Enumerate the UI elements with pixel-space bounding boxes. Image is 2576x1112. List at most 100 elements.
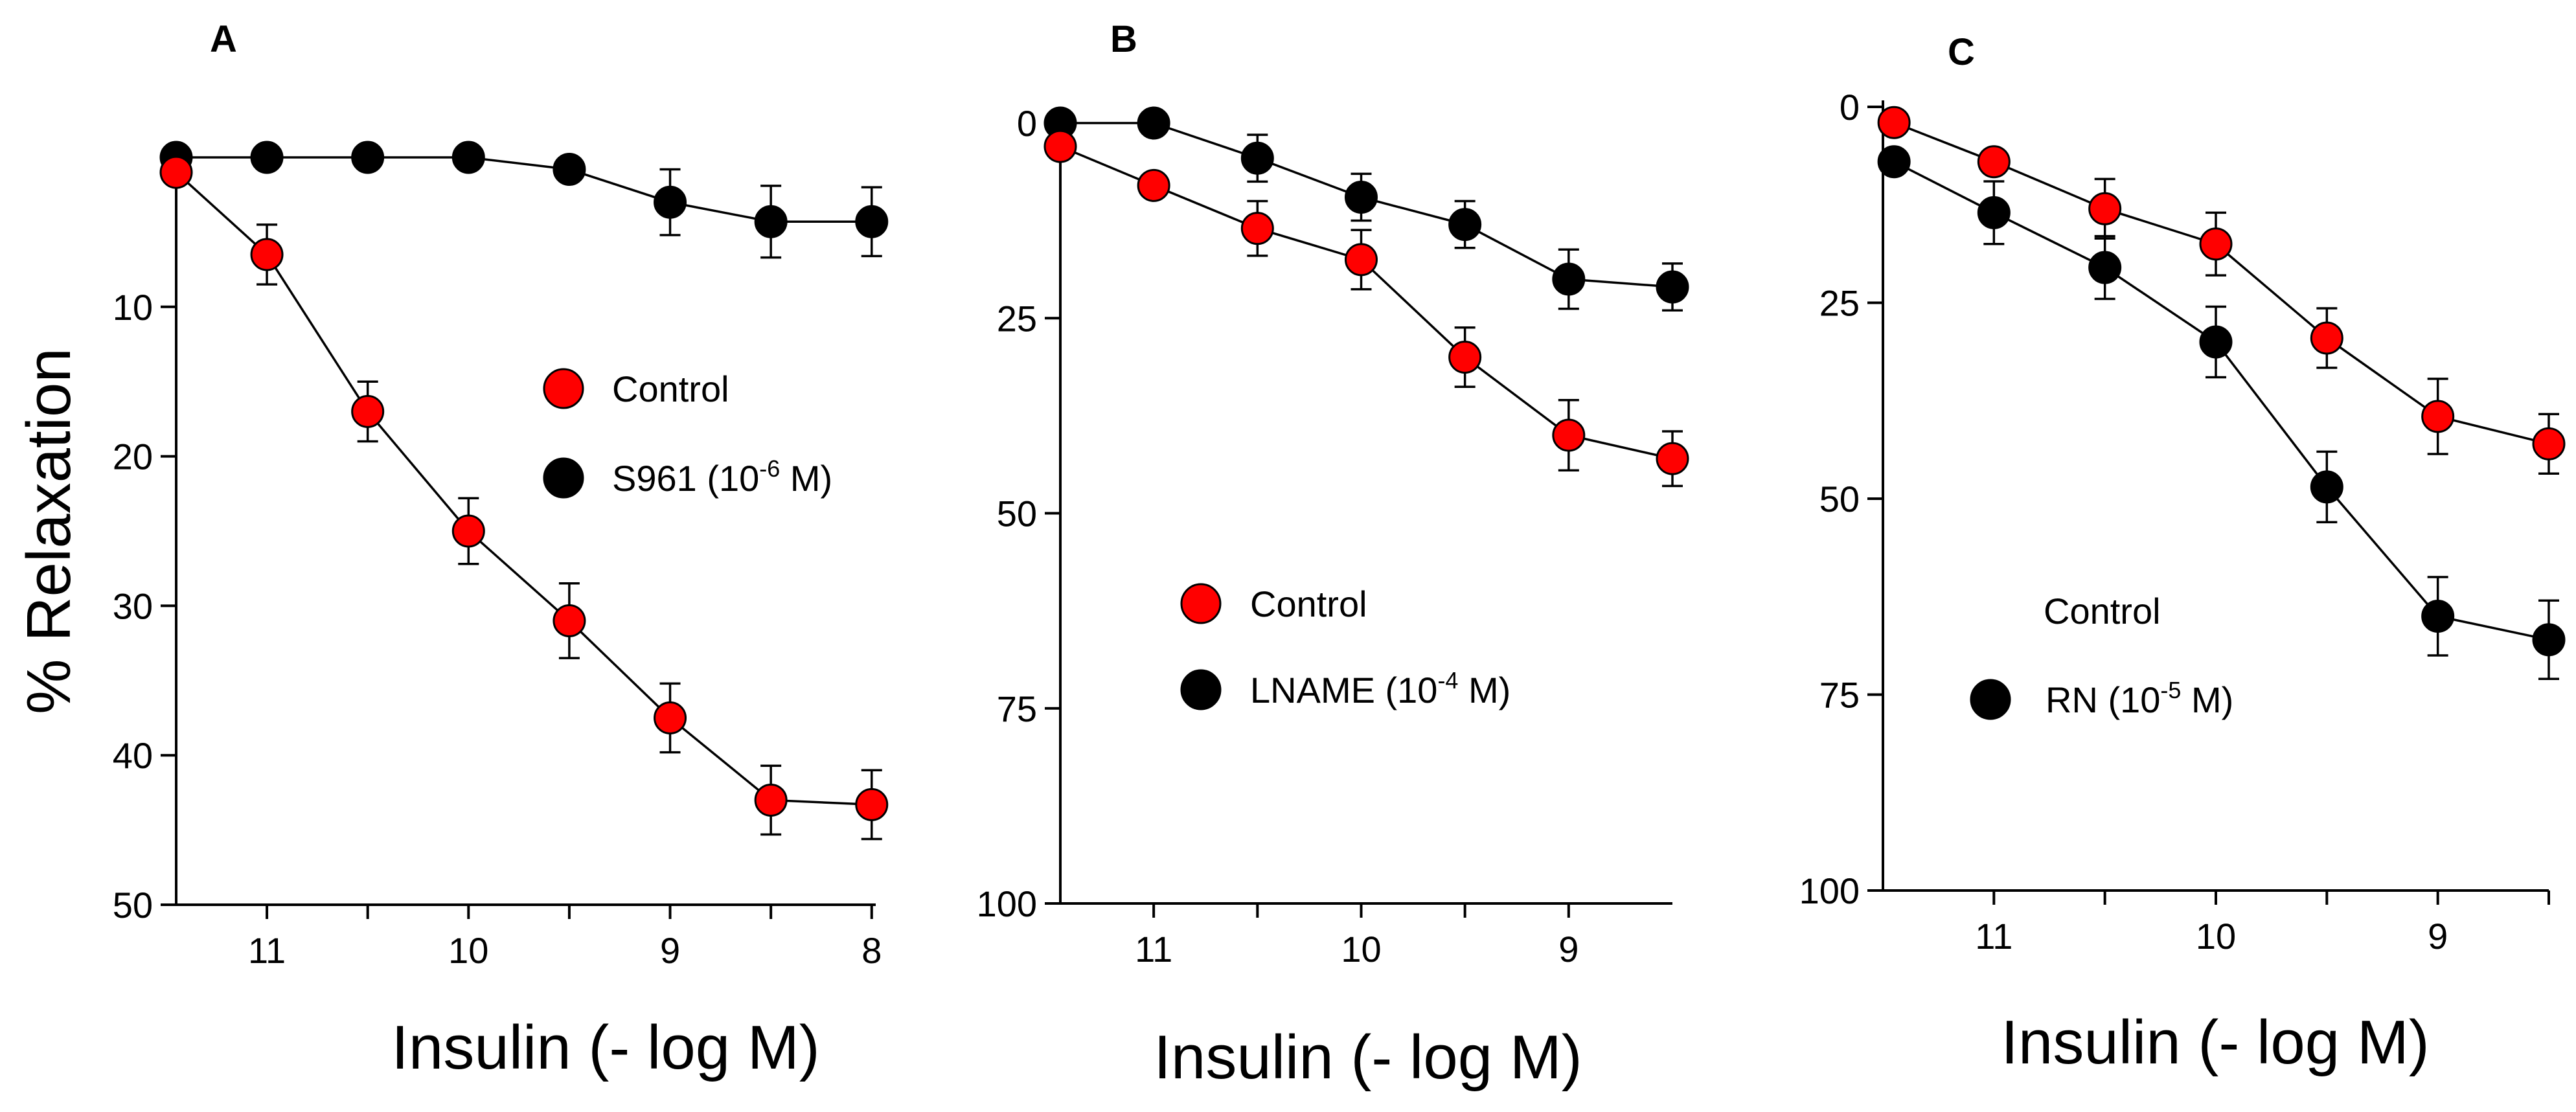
x-axis-label: Insulin (- log M) (391, 1013, 820, 1082)
data-point (553, 604, 586, 637)
panel-letter: C (1948, 31, 1975, 73)
data-point (1448, 208, 1482, 242)
x-tick-label: 10 (448, 930, 488, 971)
x-tick-label: 11 (1135, 929, 1172, 970)
data-point (2310, 470, 2343, 504)
data-point (654, 701, 687, 734)
data-point (1043, 130, 1077, 163)
data-point (1344, 243, 1378, 277)
legend-label: S961 (10-6 M) (612, 455, 832, 499)
data-point (553, 152, 586, 186)
y-tick-label: 20 (113, 437, 153, 477)
legend-label: Control (612, 369, 729, 409)
data-point (754, 783, 788, 817)
series-line (176, 156, 872, 223)
data-point (855, 788, 889, 821)
series-rn (1877, 145, 2566, 681)
legend: Control RN (10-5 M) (1970, 591, 2233, 720)
data-point (159, 155, 193, 189)
data-point (2532, 427, 2566, 460)
legend-marker (543, 368, 584, 409)
x-axis-label: Insulin (- log M) (1154, 1023, 1582, 1092)
data-point (1448, 341, 1482, 374)
data-point (2199, 227, 2233, 261)
x-tick-label: 8 (861, 930, 882, 971)
data-point (2088, 251, 2122, 284)
y-tick-label: 100 (1799, 870, 1860, 911)
y-tick-label: 10 (113, 287, 153, 328)
data-point (1977, 145, 2011, 179)
data-point (1656, 442, 1689, 475)
data-point (1656, 270, 1689, 304)
legend-label: Control (2044, 591, 2161, 631)
x-axis-label: Insulin (- log M) (2001, 1008, 2430, 1077)
data-point (2532, 623, 2566, 657)
data-point (754, 205, 788, 238)
data-point (2088, 192, 2122, 225)
panel-c: C 0 25 50 75 100 11 10 9 Insulin (- log M) Control… (1799, 31, 2566, 1077)
data-point (1877, 145, 1911, 179)
series-line (175, 171, 872, 806)
data-point (451, 141, 485, 174)
legend-label: LNAME (10-4 M) (1250, 667, 1510, 710)
y-tick-label: 100 (977, 883, 1037, 924)
legend-marker (1970, 679, 2011, 720)
series-control (1043, 130, 1689, 488)
data-point (1552, 262, 1586, 296)
x-tick-label: 9 (1558, 929, 1579, 970)
data-point (1240, 212, 1274, 245)
legend: Control LNAME (10-4 M) (1180, 583, 1510, 710)
data-point (1137, 168, 1170, 202)
data-point (451, 514, 485, 548)
panel-letter: A (210, 18, 237, 60)
y-tick-label: 75 (997, 688, 1037, 729)
data-point (654, 185, 687, 219)
legend-label: Control (1250, 584, 1367, 624)
x-tick-label: 11 (1975, 916, 2012, 957)
data-point (2199, 325, 2233, 359)
data-point (250, 238, 284, 271)
series-s961 (159, 141, 889, 259)
y-tick-label: 40 (113, 735, 153, 776)
data-point (1877, 106, 1911, 139)
y-tick-label: 50 (997, 494, 1037, 534)
panel-b: B 0 25 50 75 100 11 10 9 Insulin (- log M) Control… (977, 18, 1689, 1092)
x-tick-label: 10 (2196, 916, 2236, 957)
y-tick-label: 25 (1819, 283, 1860, 324)
data-point (1240, 141, 1274, 175)
data-point (351, 394, 385, 428)
legend-marker (1180, 583, 1222, 624)
data-point (250, 141, 284, 174)
series-control (1877, 106, 2566, 475)
panel-a: A 10 20 30 40 50 11 10 9 8 % Relaxation Insulin (- … (14, 18, 889, 1082)
y-tick-label: 0 (1017, 103, 1037, 144)
y-tick-label: 0 (1840, 87, 1860, 128)
data-point (1137, 106, 1170, 140)
data-point (1977, 196, 2011, 229)
series-control (159, 155, 889, 841)
y-tick-label: 30 (113, 585, 153, 626)
legend-marker (543, 457, 584, 499)
x-tick-label: 9 (660, 930, 680, 971)
data-point (855, 205, 889, 238)
y-tick-label: 25 (997, 298, 1037, 339)
data-point (2310, 321, 2343, 355)
series-lname (1043, 106, 1689, 312)
data-point (2421, 600, 2455, 633)
x-tick-label: 9 (2428, 916, 2448, 957)
data-point (2421, 400, 2455, 433)
y-tick-label: 50 (113, 885, 153, 925)
x-tick-label: 10 (1341, 929, 1381, 970)
legend-label: RN (10-5 M) (2046, 677, 2233, 720)
y-axis-label: % Relaxation (14, 348, 84, 714)
legend: Control S961 (10-6 M) (543, 368, 832, 499)
data-point (1552, 418, 1586, 452)
data-point (1344, 180, 1378, 214)
y-tick-label: 75 (1819, 675, 1860, 716)
data-point (351, 141, 385, 174)
panel-letter: B (1110, 18, 1137, 60)
y-tick-label: 50 (1819, 479, 1860, 519)
x-tick-label: 11 (248, 930, 286, 971)
legend-marker (1180, 669, 1222, 710)
